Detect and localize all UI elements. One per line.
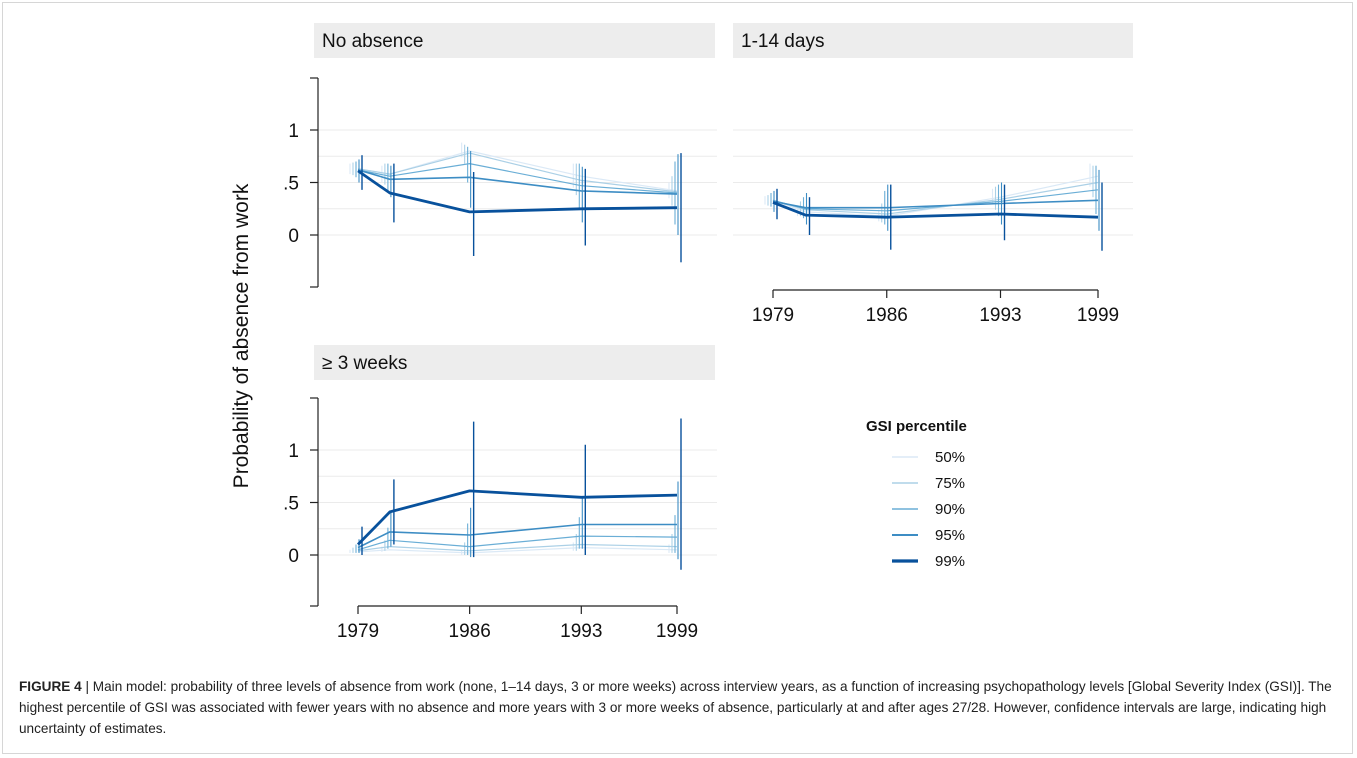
panel-2: ≥ 3 weeks 0 .5 1 1979 1986 1993 1999 — [283, 345, 717, 642]
series-line — [357, 546, 678, 554]
series-line — [357, 152, 678, 193]
y-tick-label: .5 — [283, 494, 299, 515]
x-tick-label: 1986 — [866, 305, 908, 326]
x-tick-label: 1979 — [337, 621, 379, 642]
y-tick-label: 1 — [288, 441, 299, 462]
series-50pct — [349, 142, 678, 199]
legend-label: 75% — [935, 475, 965, 492]
x-tick-label: 1999 — [656, 621, 698, 642]
series-line — [772, 181, 1099, 215]
y-axis-label: Probability of absence from work — [230, 183, 253, 488]
panel-header — [733, 23, 1133, 58]
caption-text: | Main model: probability of three level… — [19, 679, 1332, 736]
caption-label: FIGURE 4 — [19, 679, 82, 694]
series-90pct — [355, 146, 678, 225]
legend-label: 90% — [935, 501, 965, 518]
panel-title: No absence — [322, 31, 423, 52]
series-line — [357, 535, 678, 551]
legend-label: 50% — [935, 449, 965, 466]
y-tick-label: 0 — [288, 546, 299, 567]
panel-header — [314, 23, 715, 58]
series-75pct — [767, 165, 1099, 223]
series-99pct — [356, 418, 682, 570]
legend-title: GSI percentile — [866, 418, 967, 435]
legend: GSI percentile 50% 75% 90% 95% 99% — [866, 418, 967, 570]
series-50pct — [764, 163, 1099, 222]
series-line — [357, 169, 678, 195]
series-95pct — [772, 169, 1100, 231]
series-99pct — [357, 153, 682, 263]
legend-label: 99% — [935, 553, 965, 570]
panel-title: ≥ 3 weeks — [322, 353, 407, 374]
y-tick-label: 1 — [288, 121, 299, 142]
y-tick-label: 0 — [288, 226, 299, 247]
y-tick-label: .5 — [283, 174, 299, 195]
series-line — [357, 169, 678, 214]
x-tick-label: 1993 — [979, 305, 1021, 326]
panel-title: 1-14 days — [741, 31, 824, 52]
series-75pct — [352, 144, 678, 206]
series-line — [357, 150, 678, 192]
series-99pct — [772, 182, 1103, 251]
panel-0: No absence 0 .5 1 — [283, 23, 717, 288]
series-line — [357, 523, 677, 549]
x-tick-label: 1979 — [752, 305, 794, 326]
series-95pct — [357, 151, 679, 235]
series-line — [772, 199, 1099, 209]
legend-label: 95% — [935, 527, 965, 544]
x-tick-label: 1999 — [1077, 305, 1119, 326]
series-line — [356, 489, 678, 546]
figure-caption: FIGURE 4 | Main model: probability of th… — [19, 676, 1339, 739]
x-tick-label: 1993 — [560, 621, 602, 642]
series-line — [772, 201, 1099, 219]
x-tick-label: 1986 — [449, 621, 491, 642]
panel-1: 1-14 days 1979 1986 1993 1999 — [733, 23, 1133, 326]
series-90pct — [355, 515, 678, 555]
series-line — [357, 163, 678, 194]
series-50pct — [349, 542, 678, 555]
series-line — [357, 543, 678, 552]
panel-header — [314, 345, 715, 380]
